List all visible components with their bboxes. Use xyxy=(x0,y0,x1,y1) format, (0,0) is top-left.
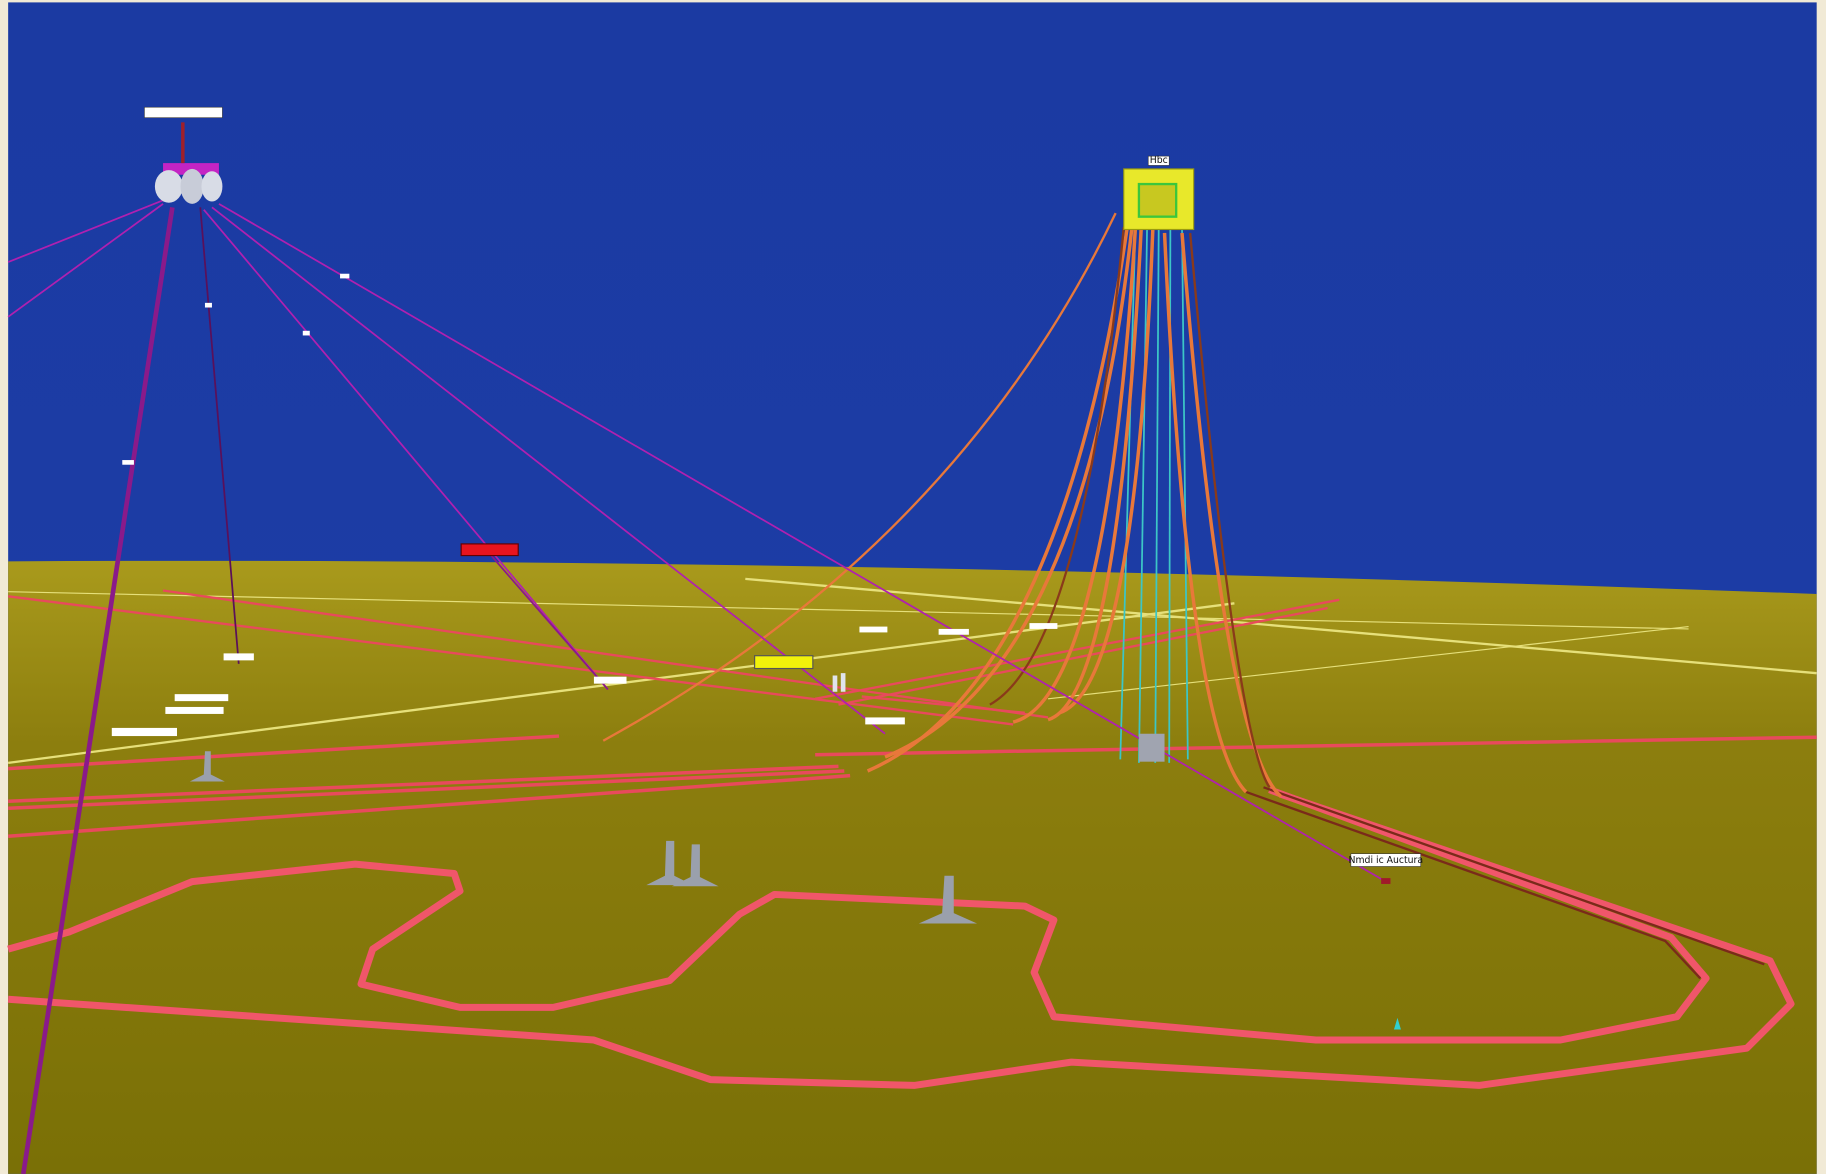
riser xyxy=(1059,227,1155,715)
pipeline xyxy=(162,589,1049,719)
wellhead xyxy=(918,875,978,924)
risers xyxy=(602,212,1283,798)
pipeline xyxy=(861,695,1025,714)
tag xyxy=(223,653,254,661)
tag xyxy=(165,706,224,714)
riser xyxy=(1047,227,1143,722)
pipeline xyxy=(8,769,845,811)
platform-deck xyxy=(1137,182,1178,218)
tags: Nmdi ic Auctura xyxy=(111,273,1424,884)
tendons xyxy=(1119,227,1189,763)
pipeline xyxy=(8,773,851,838)
tendon xyxy=(1138,227,1148,763)
riser xyxy=(1012,227,1138,724)
platform-label-box xyxy=(1147,155,1170,166)
mooring-line xyxy=(218,203,1387,883)
mooring-line xyxy=(488,552,609,691)
tendon xyxy=(1119,227,1137,760)
vessel-hull xyxy=(180,168,204,204)
tag xyxy=(593,676,627,684)
wellhead xyxy=(646,840,693,886)
mooring-line xyxy=(7,203,164,318)
mooring-lines xyxy=(7,199,1387,1174)
riser xyxy=(602,212,1117,742)
manifold-label-box xyxy=(1350,853,1422,867)
tlp-platform: Hbc xyxy=(1123,155,1195,762)
template xyxy=(1138,733,1165,762)
subsea-structures xyxy=(189,673,1401,1030)
tag xyxy=(859,626,888,633)
seabed xyxy=(8,560,1817,1174)
marker xyxy=(1393,1017,1401,1030)
pipeline xyxy=(838,606,1328,706)
tag xyxy=(122,460,134,465)
mooring-line xyxy=(203,209,609,691)
wellhead xyxy=(189,751,225,782)
mooring-line xyxy=(7,199,164,263)
tag xyxy=(111,727,178,737)
flowline-loop xyxy=(7,790,1795,1089)
riser xyxy=(989,227,1125,706)
riser xyxy=(884,226,1134,759)
manifold xyxy=(1381,878,1391,884)
pipeline xyxy=(8,764,839,804)
vessel-label xyxy=(144,106,223,118)
platform-label: Hbc xyxy=(1150,155,1168,166)
manifold-small xyxy=(832,673,846,692)
flowline-edge xyxy=(1245,790,1702,980)
mooring-line xyxy=(20,207,175,1174)
tag xyxy=(302,330,310,336)
tendon xyxy=(1154,227,1160,763)
flowline-shadow xyxy=(1245,786,1765,980)
flowline-loop xyxy=(7,786,1710,1044)
manifold-label: Nmdi ic Auctura xyxy=(1349,855,1424,866)
tag xyxy=(938,628,969,635)
riser xyxy=(1189,232,1271,788)
mooring-line xyxy=(211,206,886,735)
platform-hull xyxy=(1123,168,1195,231)
vessel-hull xyxy=(154,170,183,203)
vessel-deck xyxy=(163,163,219,175)
flowlines xyxy=(7,786,1795,1089)
riser xyxy=(1180,232,1283,798)
wellhead xyxy=(671,844,719,887)
highlight-tag xyxy=(754,655,814,670)
tag xyxy=(174,694,229,702)
tag xyxy=(204,302,212,308)
tag xyxy=(340,273,350,279)
riser xyxy=(1162,232,1248,794)
pipeline xyxy=(814,598,1340,700)
pipeline xyxy=(815,735,1817,757)
alert-tag xyxy=(460,543,519,557)
pipeline xyxy=(8,734,560,771)
grid-line xyxy=(8,591,1689,630)
grid-line xyxy=(745,577,1817,675)
tendon xyxy=(1181,227,1189,760)
grid-line xyxy=(1048,626,1689,700)
tag xyxy=(1029,623,1058,629)
vessel-hull xyxy=(201,171,223,202)
tag xyxy=(865,717,905,725)
fpso-vessel xyxy=(144,106,223,204)
flowline-edge xyxy=(1263,786,1765,966)
mooring-line xyxy=(199,207,240,664)
